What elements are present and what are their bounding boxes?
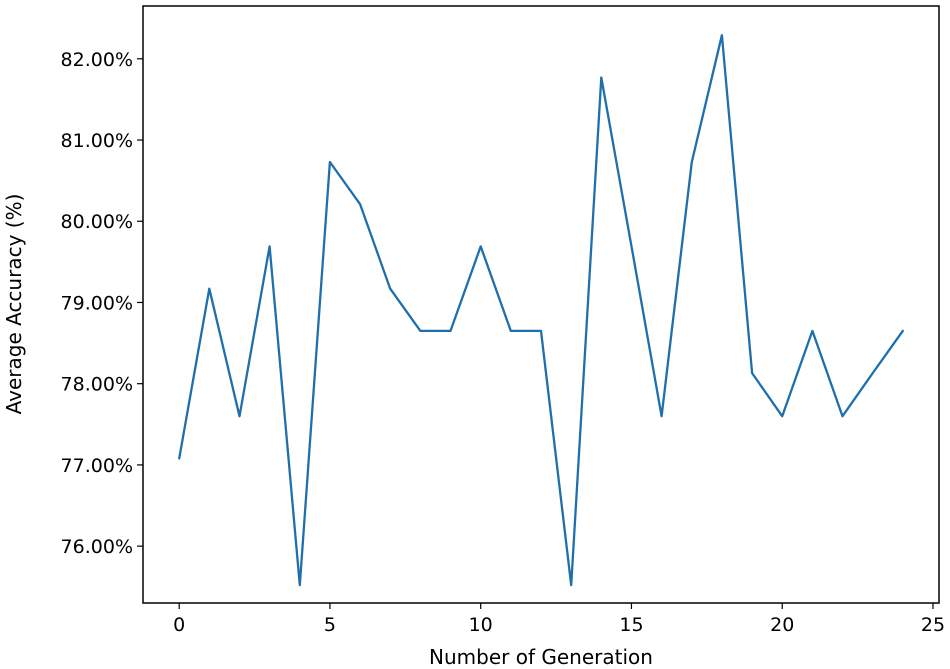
y-axis-title: Average Accuracy (%) bbox=[2, 194, 26, 415]
y-axis-ticks: 76.00% 77.00% 78.00% 79.00% 80.00% 81.00% 82.0… bbox=[61, 49, 143, 558]
plot-frame bbox=[142, 5, 940, 604]
y-tick-label: 81.00% bbox=[61, 130, 133, 152]
series-line bbox=[178, 34, 904, 587]
x-axis-ticks: 0 5 10 15 20 25 bbox=[173, 603, 945, 636]
y-tick-label: 80.00% bbox=[61, 211, 133, 233]
x-tick-label: 20 bbox=[770, 614, 794, 636]
y-tick-label: 77.00% bbox=[61, 455, 133, 477]
y-tick-label: 82.00% bbox=[61, 49, 133, 71]
x-tick-label: 15 bbox=[619, 614, 643, 636]
x-tick-label: 10 bbox=[469, 614, 493, 636]
x-axis-title: Number of Generation bbox=[429, 645, 653, 669]
x-tick-label: 0 bbox=[173, 614, 185, 636]
x-tick-label: 5 bbox=[324, 614, 336, 636]
x-tick-label: 25 bbox=[921, 614, 945, 636]
series-layer bbox=[178, 34, 904, 587]
y-tick-label: 76.00% bbox=[61, 536, 133, 558]
y-tick-label: 79.00% bbox=[61, 292, 133, 314]
y-tick-label: 78.00% bbox=[61, 374, 133, 396]
